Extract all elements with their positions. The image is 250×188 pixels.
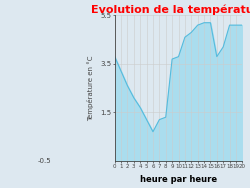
X-axis label: heure par heure: heure par heure — [140, 175, 217, 184]
Y-axis label: Température en °C: Température en °C — [88, 55, 94, 121]
Title: Evolution de la température: Evolution de la température — [91, 4, 250, 15]
Text: -0.5: -0.5 — [37, 158, 51, 164]
